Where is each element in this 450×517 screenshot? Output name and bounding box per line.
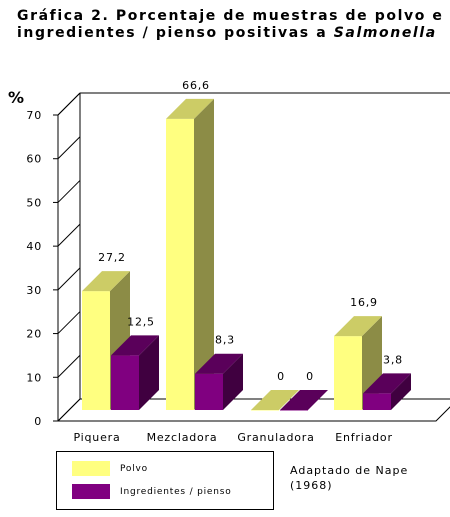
bar-1-1-front — [195, 373, 223, 410]
bar-1-0-value-label: 12,5 — [127, 315, 155, 328]
y-tick-label: 60 — [26, 153, 42, 166]
bar-0-0-top — [82, 271, 130, 292]
bar-0-2-top — [251, 390, 299, 410]
y-gridline-diagonal — [57, 92, 81, 116]
bar-1-0-side — [139, 335, 159, 410]
legend-item-ingredientes: Ingredientes / pienso — [72, 484, 232, 499]
legend-label-ingredientes: Ingredientes / pienso — [120, 486, 232, 497]
legend-item-polvo: Polvo — [72, 461, 148, 476]
bar-1-2-top — [280, 390, 328, 410]
y-gridline-diagonal — [57, 311, 81, 334]
legend: Polvo Ingredientes / pienso — [56, 451, 274, 510]
bar-0-2-front — [251, 410, 279, 411]
legend-swatch-polvo — [72, 461, 110, 476]
y-gridline-diagonal — [57, 354, 81, 378]
x-tick-label-1: Mezcladora — [147, 431, 218, 444]
bar-1-1-side — [223, 353, 243, 410]
x-axis: Piquera Mezcladora Granuladora Enfriador — [73, 431, 392, 444]
y-tick-label: 0 — [34, 415, 42, 428]
bar-0-1-top — [166, 98, 214, 119]
bar-0-2-value-label: 0 — [277, 370, 285, 383]
bar-1-1-top — [195, 353, 243, 374]
y-tick-label: 30 — [26, 284, 42, 297]
x-tick-label-0: Piquera — [73, 431, 120, 444]
bar-0-3-top — [334, 316, 382, 337]
bar-0-0-front — [82, 291, 110, 410]
bar-1-0-front — [111, 355, 139, 410]
y-tick-label: 70 — [26, 109, 42, 122]
bar-1-2-front — [280, 410, 308, 411]
x-tick-label-2: Granuladora — [237, 431, 314, 444]
chart-title-italic: Salmonella — [333, 25, 437, 41]
y-axis-label: % — [8, 88, 25, 107]
bar-0-1-front — [166, 118, 194, 410]
bar-0-0-value-label: 27,2 — [98, 251, 126, 264]
y-tick-label: 40 — [26, 240, 42, 253]
y-gridline-diagonal — [57, 398, 81, 422]
bar-1-1-value-label: 8,3 — [215, 334, 235, 347]
source-line-1: Adaptado de Nape — [290, 464, 409, 477]
y-gridline-diagonal — [57, 267, 81, 291]
y-gridline-diagonal — [57, 223, 81, 247]
bar-1-3-side — [391, 373, 411, 410]
y-gridline-diagonal — [57, 180, 81, 203]
y-tick-label: 50 — [26, 196, 42, 209]
y-gridline-diagonal — [57, 136, 81, 160]
y-axis: 0 10 20 30 40 50 60 70 — [26, 92, 81, 428]
bar-1-3-front — [363, 393, 391, 410]
bars: 27,2 12,5 66,6 8,3 0 0 16,9 3,8 — [82, 79, 411, 411]
bar-1-3-top — [363, 373, 411, 394]
legend-label-polvo: Polvo — [120, 463, 148, 474]
bar-1-3-value-label: 3,8 — [383, 353, 403, 366]
bar-0-3-value-label: 16,9 — [350, 296, 378, 309]
y-tick-label: 10 — [26, 371, 42, 384]
chart-title: Gráfica 2. Porcentaje de muestras de pol… — [17, 8, 447, 42]
x-tick-label-3: Enfriador — [335, 431, 393, 444]
bar-0-3-front — [334, 336, 362, 410]
bar-0-1-value-label: 66,6 — [182, 79, 210, 92]
bar-1-2-value-label: 0 — [306, 370, 314, 383]
source-note: Adaptado de Nape (1968) — [290, 463, 408, 493]
source-line-2: (1968) — [290, 479, 333, 492]
bar-1-0-top — [111, 335, 159, 356]
legend-swatch-ingredientes — [72, 484, 110, 499]
y-tick-label: 20 — [26, 328, 42, 341]
chart-title-main: Gráfica 2. Porcentaje de muestras de pol… — [17, 8, 444, 41]
bar-0-1-side — [194, 98, 214, 410]
